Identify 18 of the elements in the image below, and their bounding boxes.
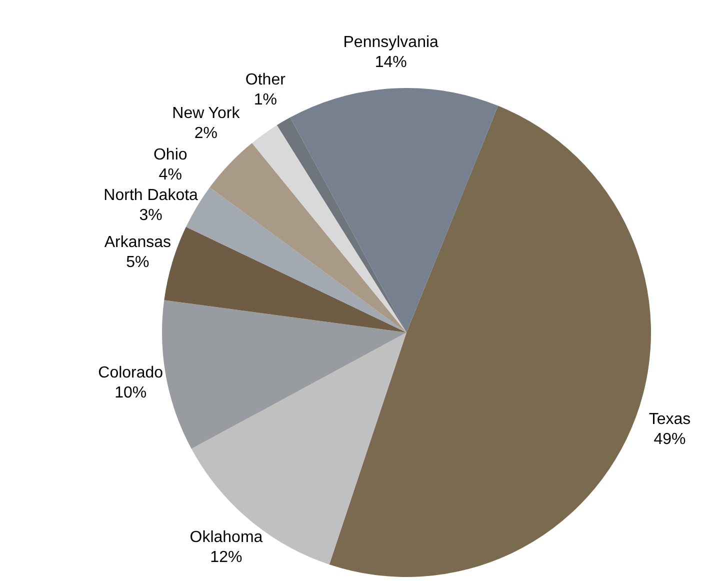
- data-label: 49%: [654, 430, 686, 448]
- slice-label: Oklahoma: [190, 528, 263, 546]
- slice-label: Colorado: [98, 364, 164, 382]
- slice-label: Arkansas: [104, 234, 172, 251]
- data-label: 5%: [126, 254, 150, 271]
- data-label: 14%: [374, 54, 407, 71]
- slice-label: Other: [245, 71, 286, 88]
- data-label: 2%: [194, 125, 218, 142]
- slice-label: New York: [172, 105, 241, 122]
- slice-label: Texas: [648, 410, 691, 428]
- slice-label: North Dakota: [104, 186, 198, 204]
- data-label: 12%: [210, 548, 242, 566]
- data-label: 3%: [139, 206, 162, 224]
- slice-label: Ohio: [153, 146, 188, 164]
- data-label: 4%: [158, 166, 182, 184]
- slice-label: Pennsylvania: [343, 34, 439, 51]
- data-label: 1%: [254, 91, 277, 108]
- data-label: 10%: [114, 384, 147, 402]
